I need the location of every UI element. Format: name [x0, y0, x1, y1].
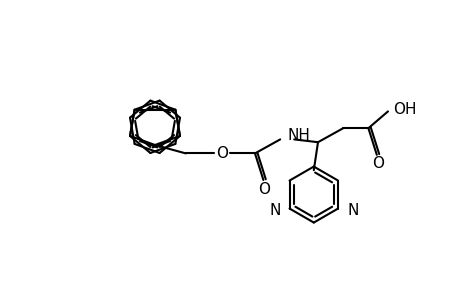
Text: O: O: [392, 102, 404, 117]
Text: O: O: [371, 156, 383, 171]
Text: H: H: [403, 102, 415, 117]
Text: N: N: [269, 203, 280, 218]
Text: N: N: [346, 203, 358, 218]
Text: O: O: [258, 182, 270, 196]
Text: O: O: [215, 146, 227, 161]
Text: NH: NH: [286, 128, 309, 143]
